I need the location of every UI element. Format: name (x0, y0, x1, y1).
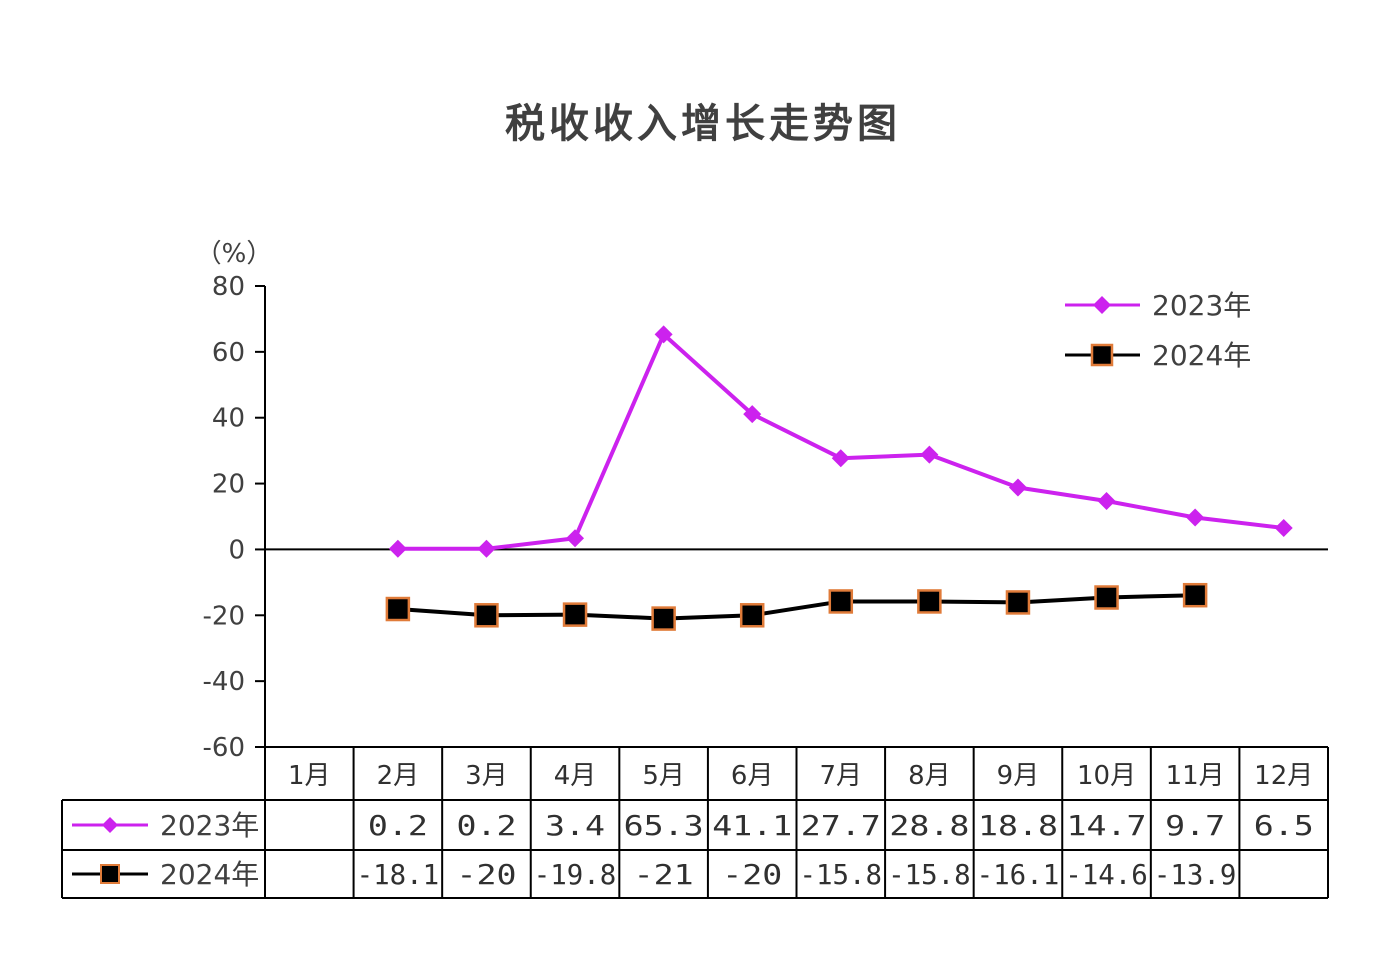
x-tick-label: 3月 (465, 761, 508, 791)
data-point (743, 405, 762, 424)
data-point (474, 603, 499, 628)
y-axis-unit: （%） (196, 239, 273, 269)
x-tick-label: 4月 (554, 761, 597, 791)
data-point (1094, 585, 1119, 610)
data-point (831, 449, 850, 468)
data-point (1097, 492, 1116, 511)
x-tick-label: 9月 (997, 761, 1040, 791)
x-tick-label: 1月 (288, 761, 331, 791)
x-tick-label: 2月 (377, 761, 420, 791)
diamond-marker-icon (102, 817, 118, 833)
table-cell: 41.1 (712, 809, 792, 842)
table-cell: -19.8 (534, 858, 617, 891)
table-series-name: 2024年 (160, 858, 259, 891)
legend-label: 2023年 (1152, 289, 1251, 322)
table-cell: -20 (456, 858, 516, 891)
data-point (1008, 478, 1027, 497)
y-tick-label: -20 (203, 601, 245, 631)
table-cell: 27.7 (801, 809, 881, 842)
table-cell: 65.3 (624, 809, 704, 842)
data-point (651, 606, 676, 631)
table-cell: 3.4 (545, 809, 605, 842)
data-point (654, 325, 673, 344)
table-cell: 6.5 (1254, 809, 1314, 842)
square-marker-icon (100, 864, 120, 884)
table-cell: -20 (722, 858, 782, 891)
y-tick-label: -60 (203, 733, 245, 763)
square-marker-icon (1090, 343, 1114, 367)
table-cell: 0.2 (368, 809, 428, 842)
data-point (917, 589, 942, 614)
x-tick-label: 12月 (1254, 761, 1313, 791)
data-point (828, 589, 854, 614)
y-tick-label: 40 (212, 404, 245, 434)
x-tick-label: 7月 (820, 761, 863, 791)
table-cell: -21 (634, 858, 694, 891)
data-point (739, 603, 765, 628)
data-point (388, 539, 407, 558)
chart-title: 税收收入增长走势图 (505, 101, 901, 147)
y-tick-label: -40 (203, 667, 245, 697)
table-cell: 0.2 (456, 809, 516, 842)
x-tick-label: 11月 (1166, 761, 1225, 791)
data-point (562, 602, 588, 627)
diamond-marker-icon (1093, 296, 1111, 314)
series-line (397, 332, 1284, 551)
y-tick-label: 20 (212, 470, 245, 500)
table-cell: -16.1 (977, 858, 1060, 891)
series-layer (385, 325, 1293, 631)
x-tick-label: 5月 (642, 761, 685, 791)
table-cell: 14.7 (1067, 809, 1147, 842)
data-table: 1月 2月 3月 4月 5月 6月 7月 8月 9月 10月 11月 12月 2023年 0.2 0.2 3.… (61, 746, 1329, 899)
x-tick-label: 6月 (731, 761, 774, 791)
legend-label: 2024年 (1152, 339, 1251, 372)
x-tick-label: 8月 (908, 761, 951, 791)
data-point (1186, 508, 1205, 527)
y-tick-label: 0 (228, 535, 245, 565)
data-point (385, 596, 411, 622)
data-point (920, 445, 939, 464)
table-cell: -14.6 (1065, 858, 1148, 891)
table-cell: -15.8 (800, 858, 883, 891)
table-cell: 18.8 (978, 809, 1058, 842)
table-series-name: 2023年 (160, 809, 259, 842)
legend: 2023年 2024年 (1065, 289, 1251, 372)
table-cell: -13.9 (1154, 858, 1237, 891)
table-cell: 9.7 (1165, 809, 1225, 842)
table-cell: 28.8 (889, 809, 969, 842)
data-point (477, 539, 496, 558)
table-cell: -18.1 (357, 858, 440, 891)
axes: 80 60 40 20 0 -20 -40 -60 (203, 272, 1328, 763)
data-point (1274, 519, 1293, 538)
data-point (1182, 582, 1208, 608)
x-tick-label: 10月 (1077, 761, 1136, 791)
y-tick-label: 80 (212, 272, 245, 302)
series-line (397, 593, 1196, 621)
table-cell: -15.8 (888, 858, 971, 891)
data-point (1005, 590, 1031, 615)
data-point (566, 529, 585, 548)
y-tick-label: 60 (212, 338, 245, 368)
